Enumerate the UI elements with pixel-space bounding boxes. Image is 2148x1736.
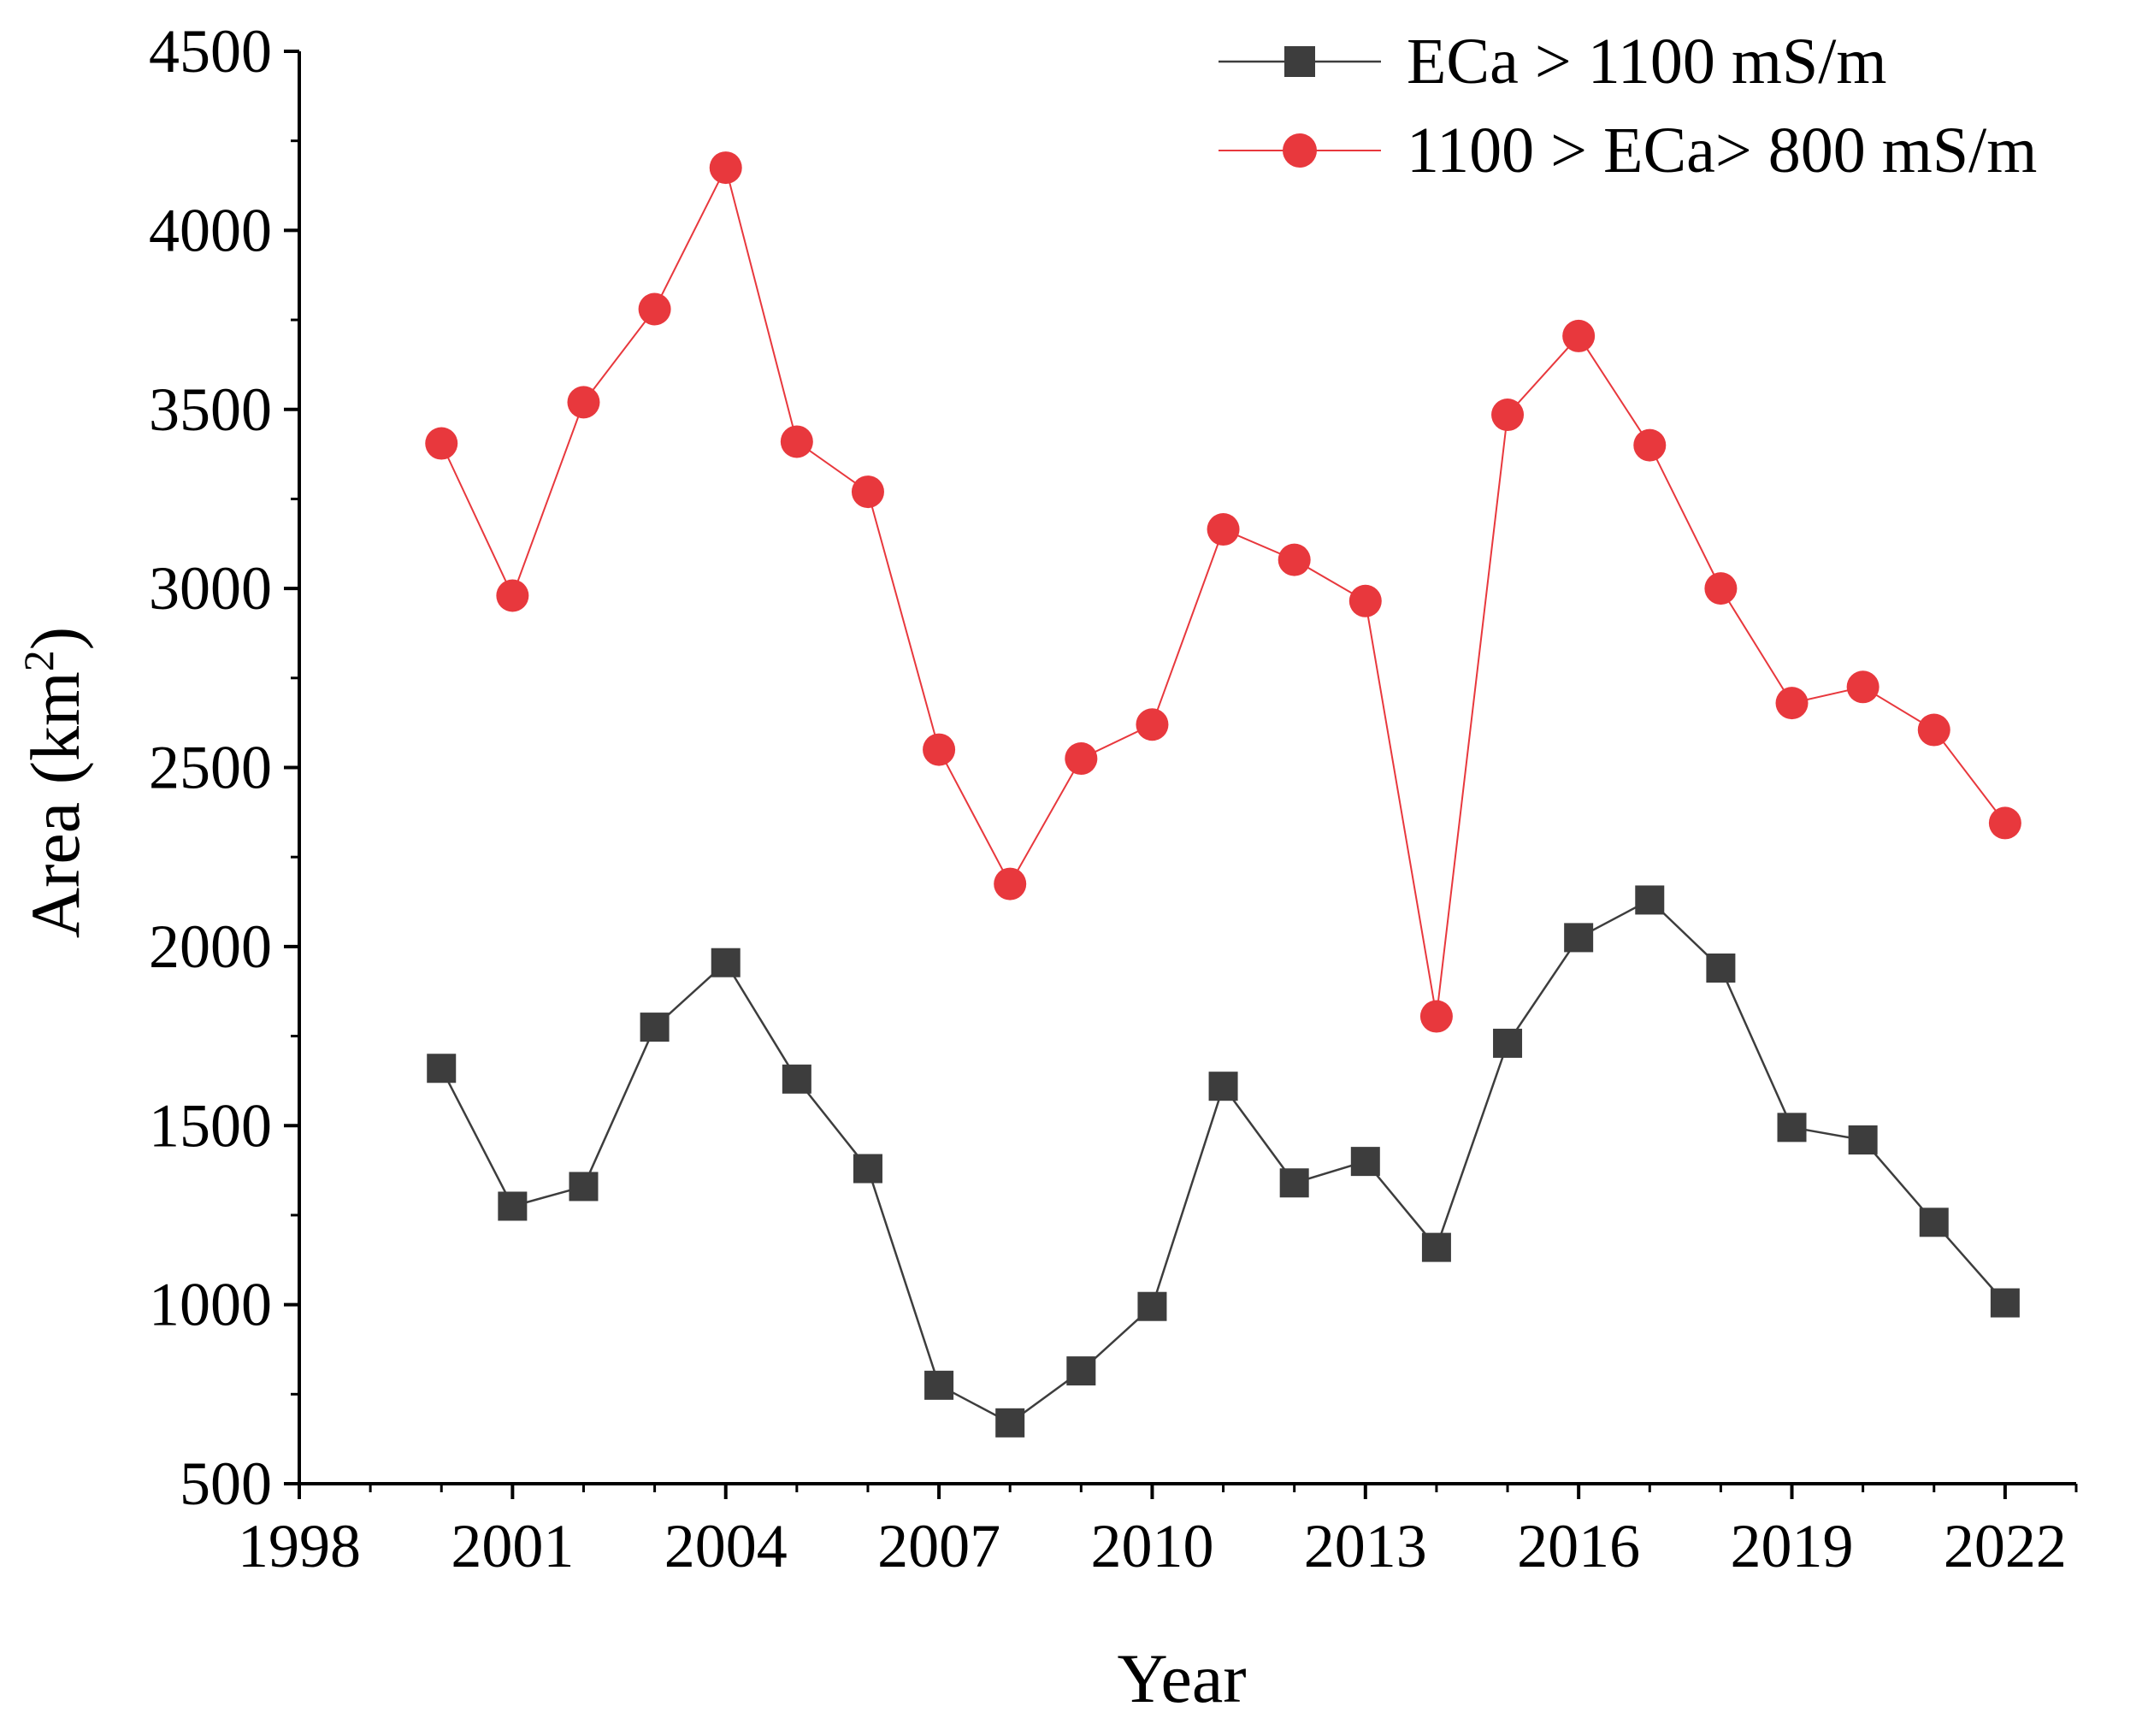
- x-tick-label: 2016: [1517, 1512, 1640, 1580]
- y-tick-label: 4000: [149, 196, 272, 264]
- data-point-square: [1421, 1232, 1451, 1262]
- data-point-square: [1777, 1113, 1807, 1143]
- x-tick-label: 2007: [877, 1512, 1000, 1580]
- data-point-circle: [1207, 513, 1240, 546]
- data-point-square: [1564, 923, 1594, 953]
- y-axis-title-main: Area (km: [16, 671, 94, 938]
- y-tick-label: 3500: [149, 375, 272, 444]
- data-point-circle: [1846, 670, 1880, 704]
- data-point-square: [853, 1154, 882, 1184]
- data-point-circle: [1278, 543, 1311, 576]
- data-point-circle: [780, 425, 813, 458]
- data-point-square: [1990, 1288, 2020, 1318]
- data-point-square: [782, 1064, 811, 1094]
- data-point-circle: [994, 867, 1027, 900]
- y-tick-label: 2000: [149, 912, 272, 981]
- data-point-circle: [923, 733, 956, 766]
- data-point-circle: [1917, 713, 1950, 747]
- data-point-circle: [496, 579, 529, 612]
- legend-label-eca-above-1100: ECa > 1100 mS/m: [1407, 26, 1887, 97]
- data-point-circle: [1633, 428, 1667, 462]
- data-point-square: [498, 1191, 528, 1221]
- x-tick-label: 2022: [1944, 1512, 2067, 1580]
- data-point-circle: [1704, 572, 1738, 605]
- legend-marker-square: [1284, 46, 1315, 77]
- y-axis-title-superscript: 2: [15, 650, 62, 671]
- y-axis-title: Area (km2): [15, 627, 94, 938]
- data-point-square: [1279, 1168, 1309, 1198]
- data-point-square: [1635, 885, 1665, 915]
- data-point-circle: [638, 292, 671, 326]
- data-point-circle: [1491, 399, 1525, 432]
- data-point-square: [569, 1172, 599, 1202]
- data-point-circle: [1136, 708, 1169, 741]
- y-tick-label: 3000: [149, 554, 272, 623]
- data-point-square: [1848, 1125, 1878, 1154]
- data-point-square: [711, 948, 741, 977]
- y-tick-label: 2500: [149, 734, 272, 802]
- y-tick-label: 500: [180, 1450, 272, 1518]
- data-point-circle: [1419, 1000, 1453, 1033]
- legend-marker-circle: [1283, 133, 1317, 168]
- series-line-eca-above-1100: [440, 898, 2006, 1425]
- data-point-square: [1208, 1072, 1238, 1101]
- x-tick-label: 2010: [1090, 1512, 1213, 1580]
- data-point-square: [1706, 954, 1736, 983]
- data-point-circle: [425, 427, 458, 460]
- data-point-square: [995, 1408, 1025, 1438]
- data-point-square: [1066, 1356, 1096, 1386]
- series-line-eca-800-1100: [440, 165, 2006, 1017]
- data-point-circle: [1065, 742, 1098, 776]
- legend-label-eca-800-1100: 1100 > ECa> 800 mS/m: [1407, 115, 2037, 186]
- data-point-circle: [567, 386, 600, 419]
- y-tick-label: 1000: [149, 1271, 272, 1339]
- data-point-square: [640, 1013, 670, 1042]
- legend: ECa > 1100 mS/m 1100 > ECa> 800 mS/m: [1219, 26, 2037, 186]
- data-point-circle: [1562, 319, 1596, 352]
- data-point-circle: [851, 475, 884, 509]
- data-point-circle: [709, 151, 742, 185]
- y-axis-title-suffix: ): [16, 627, 94, 650]
- data-point-circle: [1348, 584, 1382, 617]
- data-point-square: [1493, 1028, 1523, 1058]
- x-tick-label: 2004: [664, 1512, 788, 1580]
- data-point-square: [1350, 1147, 1380, 1177]
- data-point-square: [1137, 1291, 1167, 1321]
- legend-item-eca-800-1100: 1100 > ECa> 800 mS/m: [1219, 115, 2037, 186]
- data-point-square: [924, 1370, 954, 1400]
- plot-axes: 500 1000 1500 2000 2500 3000 3500 4000 4500 1998 2…: [149, 17, 2078, 1580]
- x-tick-label: 2001: [451, 1512, 574, 1580]
- x-tick-label: 2013: [1304, 1512, 1427, 1580]
- data-point-square: [427, 1054, 457, 1084]
- x-axis-title: Year: [1117, 1639, 1246, 1717]
- x-tick-label: 2019: [1731, 1512, 1854, 1580]
- data-point-square: [1919, 1208, 1949, 1237]
- x-tick-label: 1998: [238, 1512, 361, 1580]
- y-tick-label: 1500: [149, 1091, 272, 1160]
- y-tick-label: 4500: [149, 17, 272, 86]
- plot-series: [425, 151, 2021, 1438]
- legend-item-eca-above-1100: ECa > 1100 mS/m: [1219, 26, 1887, 97]
- data-point-circle: [1988, 806, 2021, 840]
- data-point-circle: [1775, 687, 1809, 720]
